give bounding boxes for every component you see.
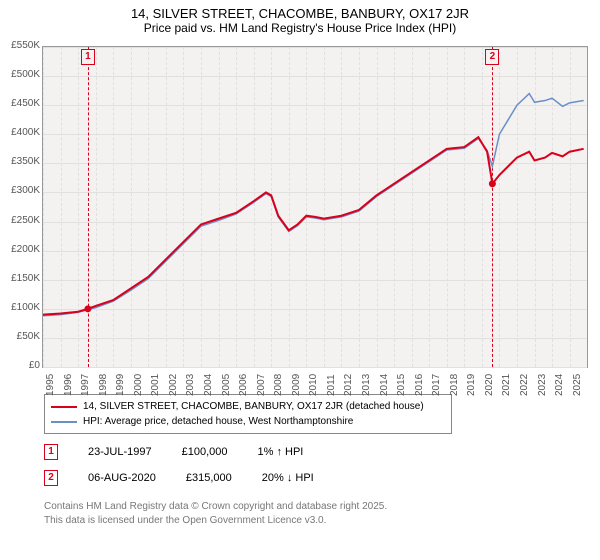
x-tick-label: 2024 [554, 374, 565, 396]
marker-dot-1 [84, 305, 91, 312]
chart-plot-area: 12 [42, 46, 588, 368]
x-tick-label: 2013 [361, 374, 372, 396]
y-tick-label: £250K [0, 215, 40, 226]
x-tick-label: 1997 [80, 374, 91, 396]
y-tick-label: £100K [0, 302, 40, 313]
x-tick-label: 2015 [396, 374, 407, 396]
attribution-line2: This data is licensed under the Open Gov… [44, 514, 387, 528]
legend-label: HPI: Average price, detached house, West… [83, 416, 353, 427]
x-tick-label: 1995 [45, 374, 56, 396]
legend-item-property: 14, SILVER STREET, CHACOMBE, BANBURY, OX… [51, 399, 445, 414]
legend-swatch [51, 421, 77, 423]
chart-svg [43, 47, 587, 367]
event-price: £315,000 [186, 472, 232, 484]
x-tick-label: 2014 [379, 374, 390, 396]
x-tick-label: 2021 [501, 374, 512, 396]
attribution: Contains HM Land Registry data © Crown c… [44, 500, 387, 527]
x-tick-label: 2019 [466, 374, 477, 396]
x-tick-label: 1998 [98, 374, 109, 396]
series-property [43, 137, 584, 314]
y-tick-label: £50K [0, 331, 40, 342]
x-tick-label: 2003 [185, 374, 196, 396]
legend-label: 14, SILVER STREET, CHACOMBE, BANBURY, OX… [83, 401, 424, 412]
x-tick-label: 2004 [203, 374, 214, 396]
event-date: 23-JUL-1997 [88, 446, 152, 458]
x-tick-label: 2011 [326, 374, 337, 396]
y-tick-label: £350K [0, 156, 40, 167]
x-tick-label: 2025 [572, 374, 583, 396]
page-title: 14, SILVER STREET, CHACOMBE, BANBURY, OX… [0, 0, 600, 21]
x-tick-label: 2001 [150, 374, 161, 396]
event-marker-1: 1 [44, 444, 58, 460]
x-tick-label: 2017 [431, 374, 442, 396]
y-tick-label: £0 [0, 360, 40, 371]
marker-dot-2 [489, 180, 496, 187]
chart-legend: 14, SILVER STREET, CHACOMBE, BANBURY, OX… [44, 394, 452, 434]
event-delta: 1% ↑ HPI [257, 446, 303, 458]
y-tick-label: £200K [0, 244, 40, 255]
x-tick-label: 2012 [343, 374, 354, 396]
x-tick-label: 1996 [63, 374, 74, 396]
event-price: £100,000 [182, 446, 228, 458]
x-tick-label: 2009 [291, 374, 302, 396]
event-date: 06-AUG-2020 [88, 472, 156, 484]
x-tick-label: 2008 [273, 374, 284, 396]
event-row-1: 1 23-JUL-1997 £100,000 1% ↑ HPI [44, 444, 303, 460]
x-tick-label: 2018 [449, 374, 460, 396]
event-marker-2: 2 [44, 470, 58, 486]
x-tick-label: 2005 [221, 374, 232, 396]
y-tick-label: £550K [0, 40, 40, 51]
legend-swatch [51, 406, 77, 408]
x-tick-label: 2006 [238, 374, 249, 396]
y-tick-label: £450K [0, 98, 40, 109]
x-tick-label: 2020 [484, 374, 495, 396]
series-hpi [43, 94, 584, 316]
y-tick-label: £300K [0, 185, 40, 196]
x-tick-label: 2000 [133, 374, 144, 396]
x-tick-label: 2016 [414, 374, 425, 396]
y-tick-label: £150K [0, 273, 40, 284]
x-tick-label: 2002 [168, 374, 179, 396]
x-tick-label: 2010 [308, 374, 319, 396]
event-row-2: 2 06-AUG-2020 £315,000 20% ↓ HPI [44, 470, 314, 486]
x-tick-label: 2007 [256, 374, 267, 396]
page-subtitle: Price paid vs. HM Land Registry's House … [0, 21, 600, 39]
y-tick-label: £500K [0, 69, 40, 80]
event-delta: 20% ↓ HPI [262, 472, 314, 484]
x-tick-label: 2023 [537, 374, 548, 396]
x-tick-label: 2022 [519, 374, 530, 396]
legend-item-hpi: HPI: Average price, detached house, West… [51, 414, 445, 429]
y-tick-label: £400K [0, 127, 40, 138]
attribution-line1: Contains HM Land Registry data © Crown c… [44, 500, 387, 514]
x-tick-label: 1999 [115, 374, 126, 396]
